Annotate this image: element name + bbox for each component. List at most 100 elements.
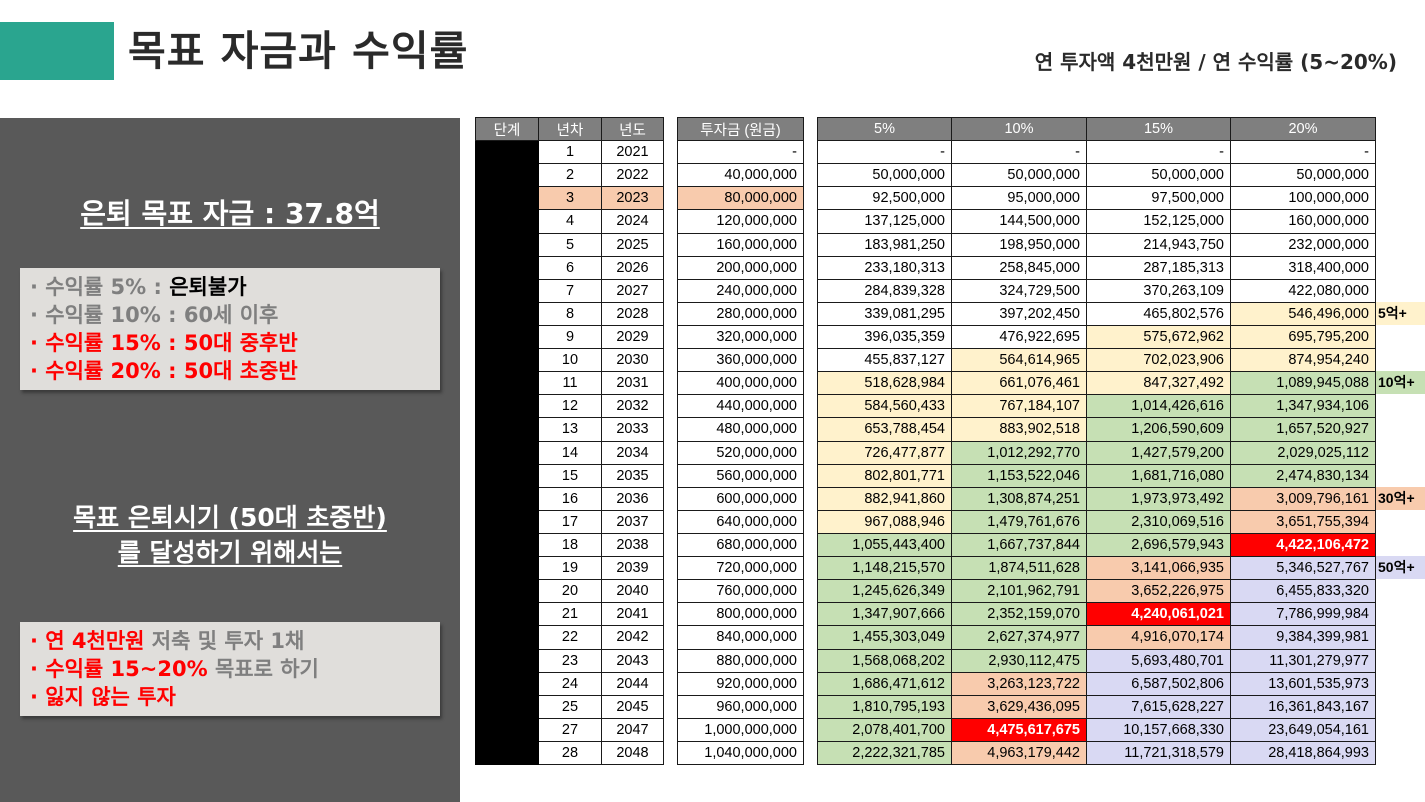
return-10-cell: 397,202,450 <box>951 301 1087 326</box>
return-20-cell: 16,361,843,167 <box>1230 694 1376 719</box>
return-20-cell: 160,000,000 <box>1230 209 1376 234</box>
year-cell: 2035 <box>601 463 664 488</box>
return-15-cell: 6,587,502,806 <box>1086 671 1231 696</box>
return-5-cell: 2,222,321,785 <box>817 740 952 766</box>
return-5-cell: 1,347,907,666 <box>817 602 952 627</box>
table-row: 10 2030 <box>476 348 664 373</box>
scenario-10: · 수익률 10% : 60세 이후 <box>30 301 430 329</box>
investment-cell: 320,000,000 <box>677 324 804 350</box>
return-5-cell: 1,686,471,612 <box>817 671 952 696</box>
return-20-cell: 23,649,054,161 <box>1230 717 1376 742</box>
year-number-cell: 7 <box>538 278 602 303</box>
return-15-cell: - <box>1086 140 1231 165</box>
threshold-label: 50억+ <box>1376 556 1425 580</box>
return-10-cell: 2,627,374,977 <box>951 625 1087 650</box>
return-5-cell: - <box>817 140 952 165</box>
target-retirement-heading: 목표 은퇴시기 (50대 초중반) 를 달성하기 위해서는 <box>0 500 460 570</box>
return-15-header: 15% <box>1086 116 1231 142</box>
table-row: 680,000,000 <box>677 532 804 558</box>
year-number-cell: 18 <box>538 532 602 558</box>
scenario-label: · 수익률 15% : <box>30 331 184 355</box>
year-cell: 2028 <box>601 301 664 326</box>
table-row: 11 2031 <box>476 371 664 396</box>
return-5-header: 5% <box>817 116 952 142</box>
return-5-cell: 518,628,984 <box>817 371 952 396</box>
year-cell: 2033 <box>601 417 664 442</box>
year-number-cell: 2 <box>538 163 602 188</box>
year-number-cell: 28 <box>538 740 602 766</box>
year-cell: 2038 <box>601 532 664 558</box>
year-cell: 2037 <box>601 509 664 534</box>
year-cell: 2044 <box>601 671 664 696</box>
table-row: 1,040,000,000 <box>677 740 804 766</box>
return-10-cell: 2,352,159,070 <box>951 602 1087 627</box>
table-row: 726,477,877 1,012,292,770 1,427,579,200 2,0… <box>817 440 1376 465</box>
investment-cell: 520,000,000 <box>677 440 804 465</box>
year-cell: 2032 <box>601 394 664 419</box>
investment-cell: 240,000,000 <box>677 278 804 303</box>
investment-cell: 280,000,000 <box>677 301 804 326</box>
table-row: 1,810,795,193 3,629,436,095 7,615,628,227 1… <box>817 694 1376 719</box>
year-number-cell: 17 <box>538 509 602 534</box>
return-10-cell: 4,475,617,675 <box>951 717 1087 742</box>
return-15-cell: 1,973,973,492 <box>1086 486 1231 511</box>
scenario-label: · 수익률 20% : <box>30 359 184 383</box>
return-20-cell: 13,601,535,973 <box>1230 671 1376 696</box>
year-cell: 2041 <box>601 602 664 627</box>
return-15-cell: 3,141,066,935 <box>1086 556 1231 581</box>
plan-item-text: 저축 및 투자 1채 <box>144 629 305 653</box>
year-number-cell: 16 <box>538 486 602 511</box>
return-20-cell: 50,000,000 <box>1230 163 1376 188</box>
table-row: 80,000,000 <box>677 186 804 211</box>
year-cell: 2025 <box>601 232 664 257</box>
table-row: 967,088,946 1,479,761,676 2,310,069,516 3,6… <box>817 509 1376 534</box>
table-row: 160,000,000 <box>677 232 804 257</box>
year-cell: 2030 <box>601 348 664 373</box>
year-number-cell: 4 <box>538 209 602 234</box>
return-5-cell: 183,981,250 <box>817 232 952 257</box>
table-row: 22 2042 <box>476 625 664 650</box>
page-title: 목표 자금과 수익률 <box>128 27 469 75</box>
return-10-cell: 3,263,123,722 <box>951 671 1087 696</box>
return-10-cell: 1,308,874,251 <box>951 486 1087 511</box>
investment-cell: 800,000,000 <box>677 602 804 627</box>
table-row: 284,839,328 324,729,500 370,263,109 422,080… <box>817 278 1376 303</box>
return-10-cell: 95,000,000 <box>951 186 1087 211</box>
year-number-cell: 22 <box>538 625 602 650</box>
investment-cell: 80,000,000 <box>677 186 804 211</box>
return-10-cell: 50,000,000 <box>951 163 1087 188</box>
investment-cell: 1,000,000,000 <box>677 717 804 742</box>
year-cell: 2026 <box>601 255 664 280</box>
return-20-cell: 6,455,833,320 <box>1230 579 1376 604</box>
plan-item-highlight: · 연 4천만원 <box>30 629 145 653</box>
return-5-cell: 137,125,000 <box>817 209 952 234</box>
table-row: 720,000,000 <box>677 556 804 581</box>
investment-cell: 720,000,000 <box>677 556 804 581</box>
threshold-label: 30억+ <box>1376 486 1425 510</box>
threshold-label: 10억+ <box>1376 371 1425 395</box>
year-cell: 2031 <box>601 371 664 396</box>
return-15-cell: 214,943,750 <box>1086 232 1231 257</box>
scenario-20: · 수익률 20% : 50대 초중반 <box>30 357 430 385</box>
return-10-cell: 324,729,500 <box>951 278 1087 303</box>
scenario-result: 60세 이후 <box>183 303 279 327</box>
return-15-cell: 3,652,226,975 <box>1086 579 1231 604</box>
investment-cell: 680,000,000 <box>677 532 804 558</box>
year-number-cell: 23 <box>538 648 602 673</box>
table-row: 882,941,860 1,308,874,251 1,973,973,492 3,0… <box>817 486 1376 511</box>
return-20-cell: 11,301,279,977 <box>1230 648 1376 673</box>
return-5-cell: 967,088,946 <box>817 509 952 534</box>
investment-cell: 600,000,000 <box>677 486 804 511</box>
return-10-cell: 258,845,000 <box>951 255 1087 280</box>
return-20-cell: 3,651,755,394 <box>1230 509 1376 534</box>
table-row: 800,000,000 <box>677 602 804 627</box>
return-10-cell: 198,950,000 <box>951 232 1087 257</box>
plan-item-highlight: · 잃지 않는 투자 <box>30 685 176 709</box>
year-cell: 2039 <box>601 556 664 581</box>
table-row: 440,000,000 <box>677 394 804 419</box>
return-20-cell: 4,422,106,472 <box>1230 532 1376 558</box>
table-row: 760,000,000 <box>677 579 804 604</box>
year-cell: 2022 <box>601 163 664 188</box>
scenario-15: · 수익률 15% : 50대 중후반 <box>30 329 430 357</box>
table-row: 1,245,626,349 2,101,962,791 3,652,226,975 6… <box>817 579 1376 604</box>
